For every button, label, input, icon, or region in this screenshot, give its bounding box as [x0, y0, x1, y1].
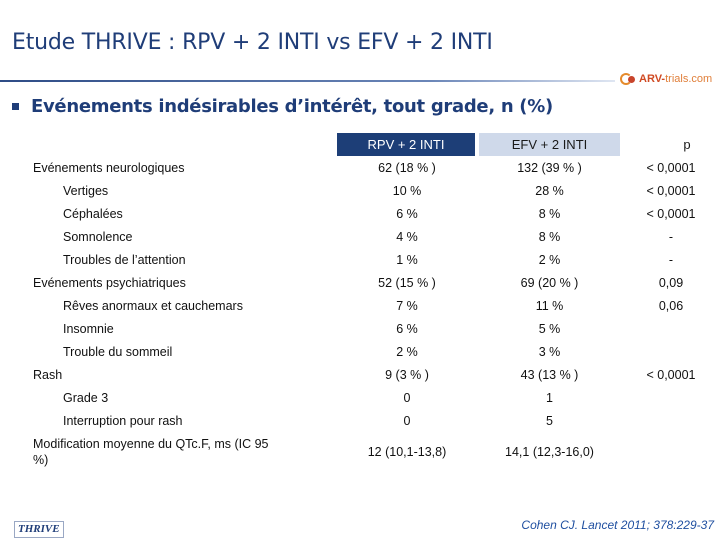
cell-rpv: 1 %	[396, 253, 418, 267]
slide-title: Etude THRIVE : RPV + 2 INTI vs EFV + 2 I…	[12, 30, 493, 55]
cell-p: 0,09	[658, 276, 684, 290]
cell-rpv: 7 %	[396, 299, 418, 313]
column-header-rpv: RPV + 2 INTI	[337, 133, 475, 156]
citation: Cohen CJ. Lancet 2011; 378:229-37	[521, 518, 714, 532]
cell-p: < 0,0001	[646, 184, 696, 198]
section-heading: Evénements indésirables d’intérêt, tout …	[12, 96, 553, 117]
row-label: Troubles de l’attention	[63, 253, 186, 267]
cell-efv: 43 (13 % )	[520, 368, 579, 382]
title-divider	[0, 80, 615, 82]
cell-rpv: 10 %	[392, 184, 422, 198]
cell-rpv: 62 (18 % )	[378, 161, 436, 175]
cell-p: -	[668, 230, 674, 244]
cell-efv: 14,1 (12,3-16,0)	[505, 445, 594, 459]
row-label: Evénements neurologiques	[33, 161, 185, 175]
logo-icon	[620, 72, 636, 86]
cell-rpv: 12 (10,1-13,8)	[367, 445, 447, 459]
cell-p: < 0,0001	[646, 161, 696, 175]
arv-trials-logo: ARV-trials.com	[620, 70, 712, 88]
row-label: Grade 3	[63, 391, 109, 405]
column-header-efv: EFV + 2 INTI	[479, 133, 620, 156]
row-label: Vertiges	[63, 184, 109, 198]
cell-rpv: 52 (15 % )	[378, 276, 436, 290]
cell-p: < 0,0001	[646, 368, 696, 382]
row-label: Modification moyenne du QTc.F, ms (IC 95…	[33, 437, 269, 467]
row-label: Interruption pour rash	[63, 414, 183, 428]
row-label: Insomnie	[63, 322, 114, 336]
cell-rpv: 9 (3 % )	[385, 368, 429, 382]
cell-efv: 11 %	[535, 299, 564, 313]
cell-rpv: 4 %	[396, 230, 418, 244]
cell-p: < 0,0001	[646, 207, 696, 221]
column-header-p: p	[683, 137, 691, 152]
section-heading-text: Evénements indésirables d’intérêt, tout …	[31, 96, 553, 117]
cell-rpv: 6 %	[396, 207, 418, 221]
cell-efv: 28 %	[535, 184, 564, 198]
cell-efv: 5	[546, 414, 553, 428]
row-label: Somnolence	[63, 230, 133, 244]
cell-efv: 8 %	[538, 207, 561, 221]
row-label: Trouble du sommeil	[63, 345, 173, 359]
cell-rpv: 2 %	[396, 345, 418, 359]
row-label: Rêves anormaux et cauchemars	[63, 299, 243, 313]
cell-efv: 8 %	[538, 230, 561, 244]
study-badge: THRIVE	[14, 521, 64, 538]
cell-p: -	[668, 253, 674, 267]
cell-rpv: 0	[403, 391, 411, 405]
cell-rpv: 0	[403, 414, 411, 428]
row-label: Rash	[33, 368, 63, 382]
row-label: Céphalées	[63, 207, 123, 221]
cell-efv: 132 (39 % )	[517, 161, 582, 175]
cell-rpv: 6 %	[396, 322, 418, 336]
cell-efv: 69 (20 % )	[520, 276, 579, 290]
cell-efv: 3 %	[538, 345, 561, 359]
square-bullet-icon	[12, 103, 19, 110]
cell-efv: 5 %	[538, 322, 561, 336]
row-label: Evénements psychiatriques	[33, 276, 186, 290]
cell-p: 0,06	[658, 299, 684, 313]
cell-efv: 2 %	[538, 253, 561, 267]
logo-text: ARV-trials.com	[639, 73, 713, 85]
cell-efv: 1	[546, 391, 553, 405]
